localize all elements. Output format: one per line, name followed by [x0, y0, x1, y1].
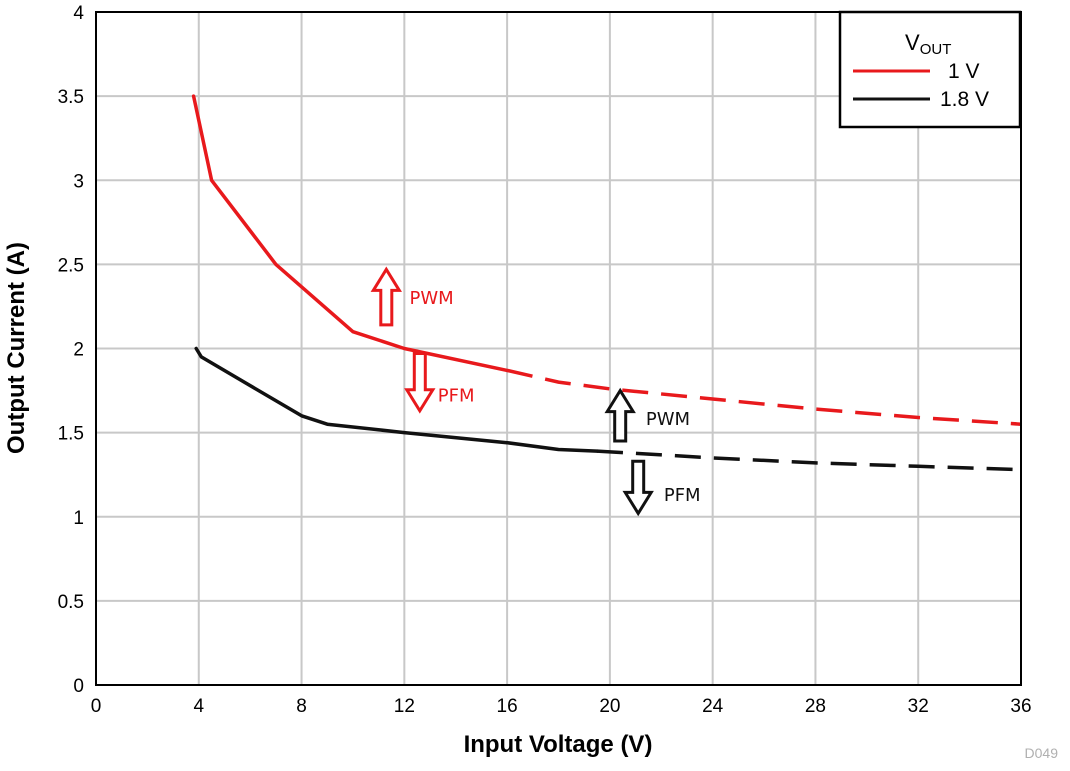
legend-title-main: V — [905, 30, 920, 55]
y-tick-label: 3.5 — [58, 87, 84, 108]
y-tick-label: 0.5 — [58, 592, 84, 613]
annotations: PWM PFM PWM PFM — [370, 266, 701, 517]
y-axis-title: Output Current (A) — [3, 242, 30, 454]
x-axis-title: Input Voltage (V) — [464, 731, 653, 758]
annotation-label: PFM — [438, 386, 475, 407]
y-tick-label: 2.5 — [58, 255, 84, 276]
annotation-arrow-down-icon — [622, 459, 654, 517]
series-line-1-8v-dashed — [596, 449, 1022, 472]
annotation-label: PWM — [409, 288, 453, 309]
legend: VOUT 1 V 1.8 V — [838, 10, 1022, 129]
ticks: 0 4 8 12 16 20 24 28 32 36 0 0.5 1 1.5 2 2.5 3 3.5 4 — [58, 3, 1032, 717]
x-tick-label: 24 — [702, 696, 724, 717]
x-tick-label: 16 — [497, 696, 518, 717]
figure-code: D049 — [1025, 745, 1059, 761]
y-tick-label: 4 — [73, 3, 84, 24]
legend-label-1-8v: 1.8 V — [940, 88, 989, 111]
x-tick-label: 20 — [599, 696, 620, 717]
x-tick-label: 0 — [91, 696, 102, 717]
annotation-arrow-up-icon — [604, 387, 636, 443]
x-tick-label: 32 — [908, 696, 929, 717]
legend-title: VOUT — [905, 30, 951, 58]
y-tick-label: 2 — [73, 340, 84, 361]
x-tick-label: 8 — [296, 696, 307, 717]
series-line-1-8v-solid — [194, 346, 599, 453]
annotation-arrow-up-icon — [370, 266, 402, 327]
legend-title-sub: OUT — [920, 41, 952, 58]
x-tick-label: 4 — [193, 696, 204, 717]
x-tick-label: 12 — [394, 696, 415, 717]
series-line-1v-dashed — [506, 368, 1022, 426]
y-tick-label: 3 — [73, 171, 84, 192]
annotation-label: PFM — [664, 485, 701, 506]
legend-label-1v: 1 V — [948, 60, 980, 83]
x-tick-label: 36 — [1010, 696, 1031, 717]
y-tick-label: 1.5 — [58, 424, 84, 445]
annotation-label: PWM — [646, 409, 690, 430]
y-tick-label: 1 — [73, 508, 84, 529]
x-tick-label: 28 — [805, 696, 826, 717]
plot-frame — [95, 11, 1022, 686]
y-tick-label: 0 — [73, 676, 84, 697]
annotation-arrow-down-icon — [404, 352, 436, 414]
